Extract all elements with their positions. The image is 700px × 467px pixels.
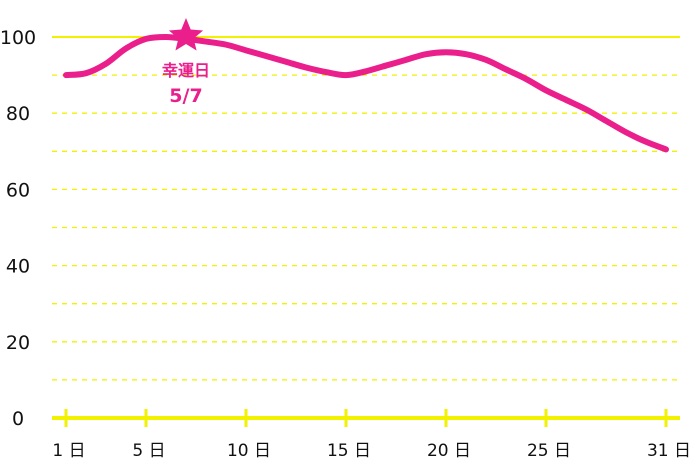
x-tick-label: 20 日: [427, 441, 471, 461]
x-axis: [52, 409, 680, 427]
y-tick-label: 100: [0, 27, 36, 49]
annotation-label: 幸運日: [162, 61, 210, 80]
x-tick-label: 25 日: [527, 441, 571, 461]
star-icon: [168, 18, 204, 51]
y-tick-label: 80: [6, 103, 30, 125]
annotation-date: 5/7: [169, 85, 202, 107]
x-tick-label: 15 日: [327, 441, 371, 461]
series-line: [63, 34, 669, 153]
y-tick-label: 40: [6, 256, 30, 278]
y-tick-label: 60: [6, 179, 30, 201]
y-tick-label: 20: [6, 332, 30, 354]
x-tick-label: 5 日: [132, 441, 165, 461]
grid: [52, 36, 680, 381]
x-tick-label: 31 日: [647, 441, 691, 461]
lucky-day-annotation: 幸運日 5/7: [162, 18, 210, 107]
x-tick-label: 10 日: [227, 441, 271, 461]
y-tick-label: 0: [12, 408, 24, 430]
x-tick-label: 1 日: [52, 441, 85, 461]
series: [63, 34, 669, 153]
x-axis-tick-labels: 1 日 5 日 10 日 15 日 20 日 25 日 31 日: [52, 441, 691, 461]
y-axis-tick-labels: 0 20 40 60 80 100: [0, 27, 36, 430]
